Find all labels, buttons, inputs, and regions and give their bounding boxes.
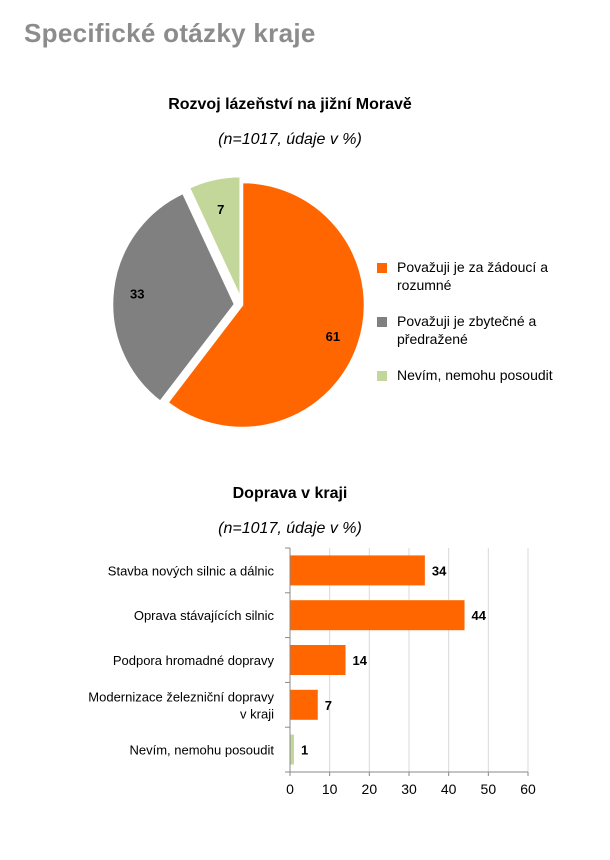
bar-chart-subtitle: (n=1017, údaje v %) <box>218 520 362 537</box>
category-label: v kraji <box>240 706 274 721</box>
x-tick-label: 50 <box>481 781 497 797</box>
x-tick-label: 40 <box>441 781 457 797</box>
bar <box>290 555 425 586</box>
legend-swatch-unnecessary <box>377 317 387 327</box>
legend-swatch-dont-know <box>377 371 387 381</box>
legend-swatch-desirable <box>377 263 387 273</box>
category-label: Nevím, nemohu posoudit <box>129 743 274 758</box>
pie-legend: Považuji je za žádoucí a rozumné Považuj… <box>377 258 577 402</box>
category-label: Podpora hromadné dopravy <box>113 653 275 668</box>
x-tick-label: 10 <box>322 781 338 797</box>
bar <box>290 689 318 720</box>
pie-slice <box>187 174 242 300</box>
x-tick-label: 0 <box>286 781 294 797</box>
bar-value-label: 44 <box>472 608 487 623</box>
x-tick-label: 30 <box>401 781 417 797</box>
bar-value-label: 34 <box>432 563 447 578</box>
category-label: Modernizace železniční dopravy <box>88 689 274 704</box>
category-label: Stavba nových silnic a dálnic <box>108 563 275 578</box>
bar-value-label: 1 <box>301 743 308 758</box>
bar <box>290 645 346 675</box>
legend-item-desirable: Považuji je za žádoucí a rozumné <box>377 258 577 294</box>
pie-slice <box>165 180 367 430</box>
pie-chart-title: Rozvoj lázeňství na jižní Moravě <box>168 96 412 113</box>
bar <box>290 734 294 765</box>
pie-data-label: 33 <box>130 287 144 302</box>
legend-item-unnecessary: Považuji je zbytečné a předražené <box>377 312 577 348</box>
legend-label-unnecessary: Považuji je zbytečné a předražené <box>397 313 537 347</box>
legend-label-desirable: Považuji je za žádoucí a rozumné <box>397 259 548 293</box>
x-tick-label: 60 <box>520 781 536 797</box>
bar <box>290 600 465 631</box>
bar-value-label: 7 <box>325 698 332 713</box>
pie-chart-subtitle: (n=1017, údaje v %) <box>218 131 362 148</box>
category-label: Oprava stávajících silnic <box>134 608 275 623</box>
x-tick-label: 20 <box>362 781 378 797</box>
pie-chart: 61 33 7 <box>110 174 367 430</box>
legend-label-dont-know: Nevím, nemohu posoudit <box>397 367 553 383</box>
page-title: Specifické otázky kraje <box>24 18 316 48</box>
legend-item-dont-know: Nevím, nemohu posoudit <box>377 366 577 384</box>
bar-value-label: 14 <box>353 653 368 668</box>
pie-data-label: 7 <box>217 202 224 217</box>
pie-slice <box>110 191 237 404</box>
bar-chart-title: Doprava v kraji <box>232 485 348 502</box>
pie-data-label: 61 <box>326 329 340 344</box>
